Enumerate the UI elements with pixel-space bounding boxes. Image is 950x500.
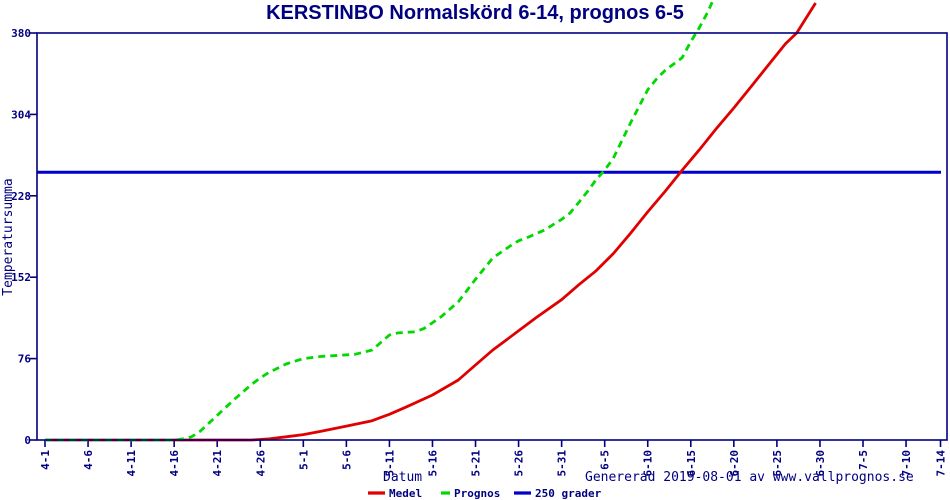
x-tick-label: 5-16 (426, 450, 439, 477)
y-tick-label: 304 (11, 108, 31, 121)
legend: Medel Prognos 250 grader (368, 487, 602, 500)
x-tick-label: 5-21 (470, 450, 483, 477)
x-tick-label: 5-6 (340, 450, 353, 470)
x-tick-label: 4-6 (82, 450, 95, 470)
footer-text: Genererad 2019-08-01 av www.vallprognos.… (585, 470, 914, 485)
plot-dynamic-layer: 0 76 152 228 304 380 4-1 4-6 4-11 4-16 4-21 4-26 5-1… (11, 0, 948, 477)
x-tick-label: 6-25 (771, 450, 784, 477)
x-tick-label: 7-5 (857, 450, 870, 470)
x-tick-label: 5-11 (383, 450, 396, 477)
x-tick-label: 7-14 (935, 450, 948, 477)
legend-label-250 grader: 250 grader (535, 487, 602, 500)
series-prognos (45, 0, 715, 442)
y-tick-label: 0 (24, 434, 31, 447)
chart-title: KERSTINBO Normalskörd 6-14, prognos 6-5 (266, 2, 684, 24)
x-tick-label: 5-26 (513, 450, 526, 477)
y-tick-label: 380 (11, 27, 31, 40)
x-tick-label: 4-26 (254, 450, 267, 477)
x-tick-label: 6-10 (642, 450, 655, 477)
x-tick-label: 4-21 (211, 450, 224, 477)
x-tick-label: 6-5 (599, 450, 612, 470)
x-tick-label: 7-10 (900, 450, 913, 477)
x-tick-label: 4-16 (168, 450, 181, 477)
x-tick-label: 4-1 (39, 450, 52, 470)
x-tick-label: 4-11 (125, 450, 138, 477)
series-medel (45, 2, 817, 442)
legend-label-medel: Medel (389, 487, 422, 500)
x-tick-label: 6-15 (685, 450, 698, 477)
x-tick-label: 6-20 (728, 450, 741, 477)
x-tick-label: 5-31 (556, 450, 569, 477)
y-tick-label: 228 (11, 190, 31, 203)
legend-label-prognos: Prognos (454, 487, 500, 500)
plot-border (36, 32, 948, 441)
y-axis-label: Temperatursumma (1, 178, 16, 295)
x-axis-label: Datum (383, 470, 422, 485)
x-tick-label: 6-30 (814, 450, 827, 477)
y-tick-label: 76 (18, 353, 32, 366)
x-tick-label: 5-1 (297, 450, 310, 470)
y-tick-label: 152 (11, 271, 31, 284)
